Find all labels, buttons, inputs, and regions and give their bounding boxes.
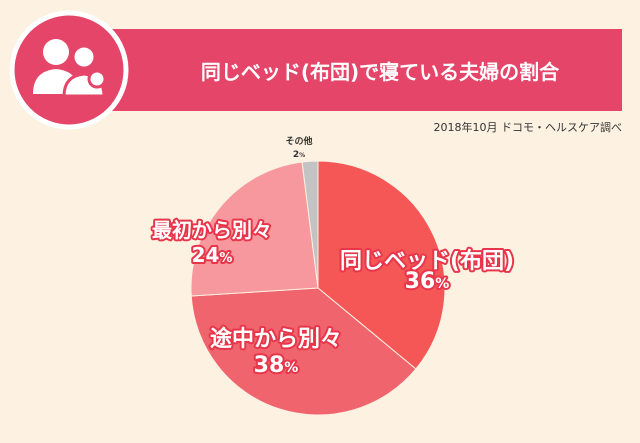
pie-label-separate-midway: 途中から別々 xyxy=(210,326,342,352)
pie-value-other: 2% xyxy=(293,150,305,160)
pie-label-separate-from-start: 最初から別々 xyxy=(152,218,272,242)
header: 同じベッド(布団)で寝ている夫婦の割合 xyxy=(9,10,622,130)
pie-value-separate-midway: 38% xyxy=(254,353,299,378)
pie-slice-other xyxy=(301,160,319,289)
pie-label-other: その他 xyxy=(285,135,312,147)
pie-value-same-bed: 36% xyxy=(405,269,450,294)
source-note: 2018年10月 ドコモ・ヘルスケア調べ xyxy=(434,120,623,134)
pie-value-separate-from-start: 24% xyxy=(192,243,233,267)
pie-slice-separate-from-start xyxy=(190,161,319,297)
pie-slice-separate-midway xyxy=(190,287,417,416)
couple-icon xyxy=(9,10,129,130)
pie-chart xyxy=(190,160,446,416)
header-bar xyxy=(102,29,622,111)
chart-title: 同じベッド(布団)で寝ている夫婦の割合 xyxy=(201,60,560,84)
pie-label-same-bed: 同じベッド(布団) xyxy=(340,248,514,274)
pie-slice-same-bed xyxy=(317,160,446,370)
